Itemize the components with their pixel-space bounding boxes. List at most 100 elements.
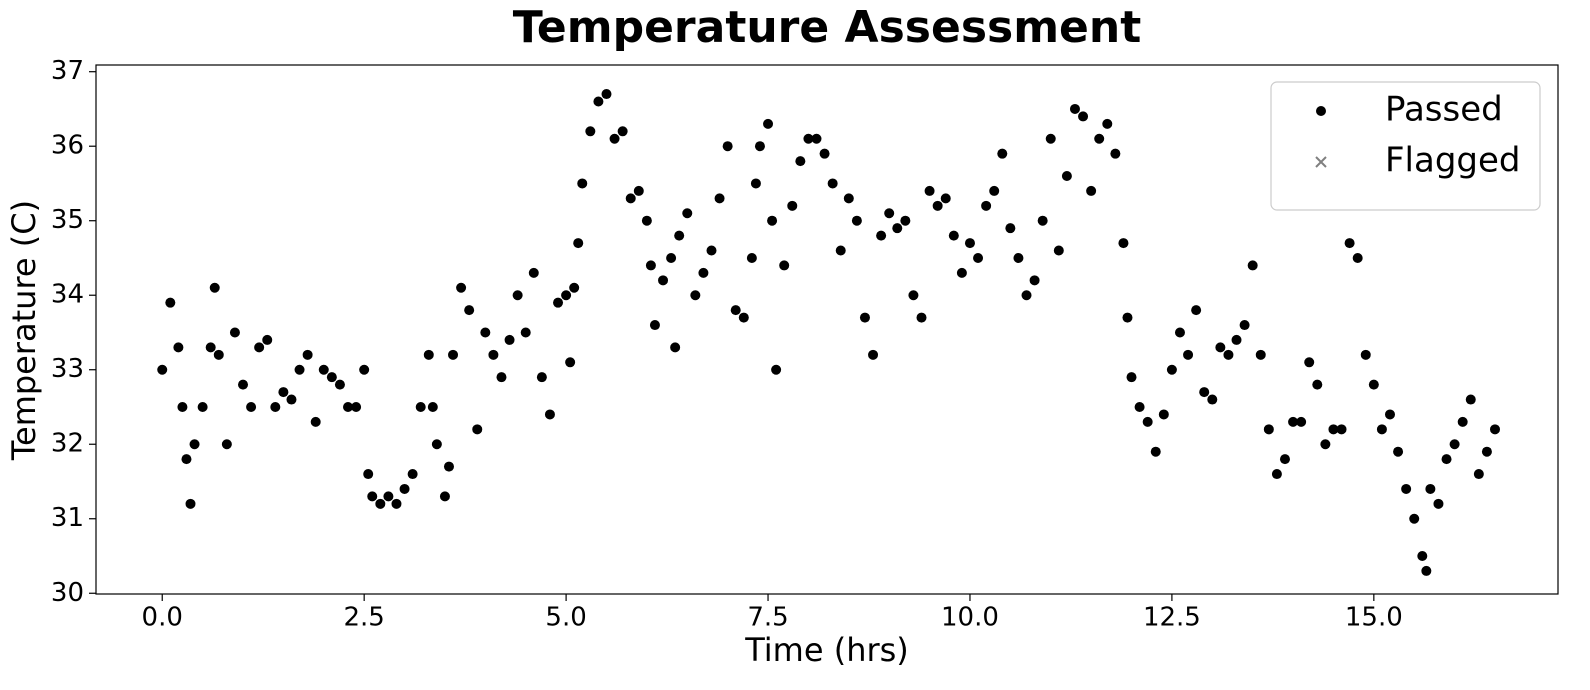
point — [177, 401, 188, 412]
point — [1421, 565, 1432, 576]
point — [722, 141, 733, 152]
point — [1376, 424, 1387, 435]
point — [407, 469, 418, 480]
point — [1231, 334, 1242, 345]
point — [310, 416, 321, 427]
point — [940, 193, 951, 204]
point — [811, 133, 822, 144]
point — [185, 498, 196, 509]
point — [1304, 357, 1315, 368]
point — [973, 252, 984, 263]
legend-marker — [1315, 156, 1327, 168]
point — [197, 401, 208, 412]
point — [238, 379, 249, 390]
point — [649, 320, 660, 331]
point — [754, 141, 765, 152]
point — [1344, 238, 1355, 249]
point — [1174, 327, 1185, 338]
point — [698, 267, 709, 278]
point — [1045, 133, 1056, 144]
point — [1005, 223, 1016, 234]
y-axis-label: Temperature (C) — [5, 200, 43, 461]
point — [464, 305, 475, 316]
point — [569, 282, 580, 293]
plot-frame — [95, 64, 1559, 595]
point — [1296, 416, 1307, 427]
point — [1328, 424, 1339, 435]
point — [1409, 513, 1420, 524]
point — [1029, 275, 1040, 286]
point — [787, 200, 798, 211]
point — [964, 238, 975, 249]
y-tick-label: 32 — [51, 429, 84, 459]
point — [585, 126, 596, 137]
point — [750, 178, 761, 189]
legend-label: Passed — [1385, 90, 1503, 130]
point — [488, 349, 499, 360]
point — [431, 439, 442, 450]
point — [363, 469, 374, 480]
point — [561, 290, 572, 301]
point — [932, 200, 943, 211]
point — [1489, 424, 1500, 435]
point — [1271, 469, 1282, 480]
point — [181, 454, 192, 465]
point — [981, 200, 992, 211]
x-tick-label: 7.5 — [747, 603, 788, 633]
point — [645, 260, 656, 271]
point — [1021, 290, 1032, 301]
point — [1352, 252, 1363, 263]
point — [1384, 409, 1395, 420]
point — [383, 491, 394, 502]
point — [1239, 320, 1250, 331]
point — [682, 208, 693, 219]
point — [924, 185, 935, 196]
point — [843, 193, 854, 204]
point — [229, 327, 240, 338]
point — [1360, 349, 1371, 360]
point — [1336, 424, 1347, 435]
point — [1158, 409, 1169, 420]
point — [1288, 416, 1299, 427]
point — [738, 312, 749, 323]
point — [868, 349, 879, 360]
point — [601, 89, 612, 100]
point — [1150, 446, 1161, 457]
point — [472, 424, 483, 435]
point — [1433, 498, 1444, 509]
point — [1207, 394, 1218, 405]
point — [1279, 454, 1290, 465]
point — [1215, 342, 1226, 353]
point — [706, 245, 717, 256]
point — [1255, 349, 1266, 360]
point — [246, 401, 257, 412]
point — [443, 461, 454, 472]
point — [876, 230, 887, 241]
point — [343, 401, 354, 412]
point — [658, 275, 669, 286]
point — [1393, 446, 1404, 457]
point — [1401, 483, 1412, 494]
point — [573, 238, 584, 249]
point — [209, 282, 220, 293]
point — [730, 305, 741, 316]
point — [1069, 103, 1080, 114]
point — [415, 401, 426, 412]
point — [892, 223, 903, 234]
point — [262, 334, 273, 345]
point — [318, 364, 329, 375]
point — [609, 133, 620, 144]
y-tick-label: 37 — [51, 56, 84, 86]
y-tick-label: 34 — [51, 280, 84, 310]
point — [1473, 469, 1484, 480]
point — [1118, 238, 1129, 249]
point — [916, 312, 927, 323]
point — [908, 290, 919, 301]
x-tick-label: 2.5 — [343, 603, 384, 633]
point — [827, 178, 838, 189]
y-tick-label: 36 — [51, 131, 84, 161]
point — [851, 215, 862, 226]
point — [771, 364, 782, 375]
point — [1094, 133, 1105, 144]
point — [1053, 245, 1064, 256]
